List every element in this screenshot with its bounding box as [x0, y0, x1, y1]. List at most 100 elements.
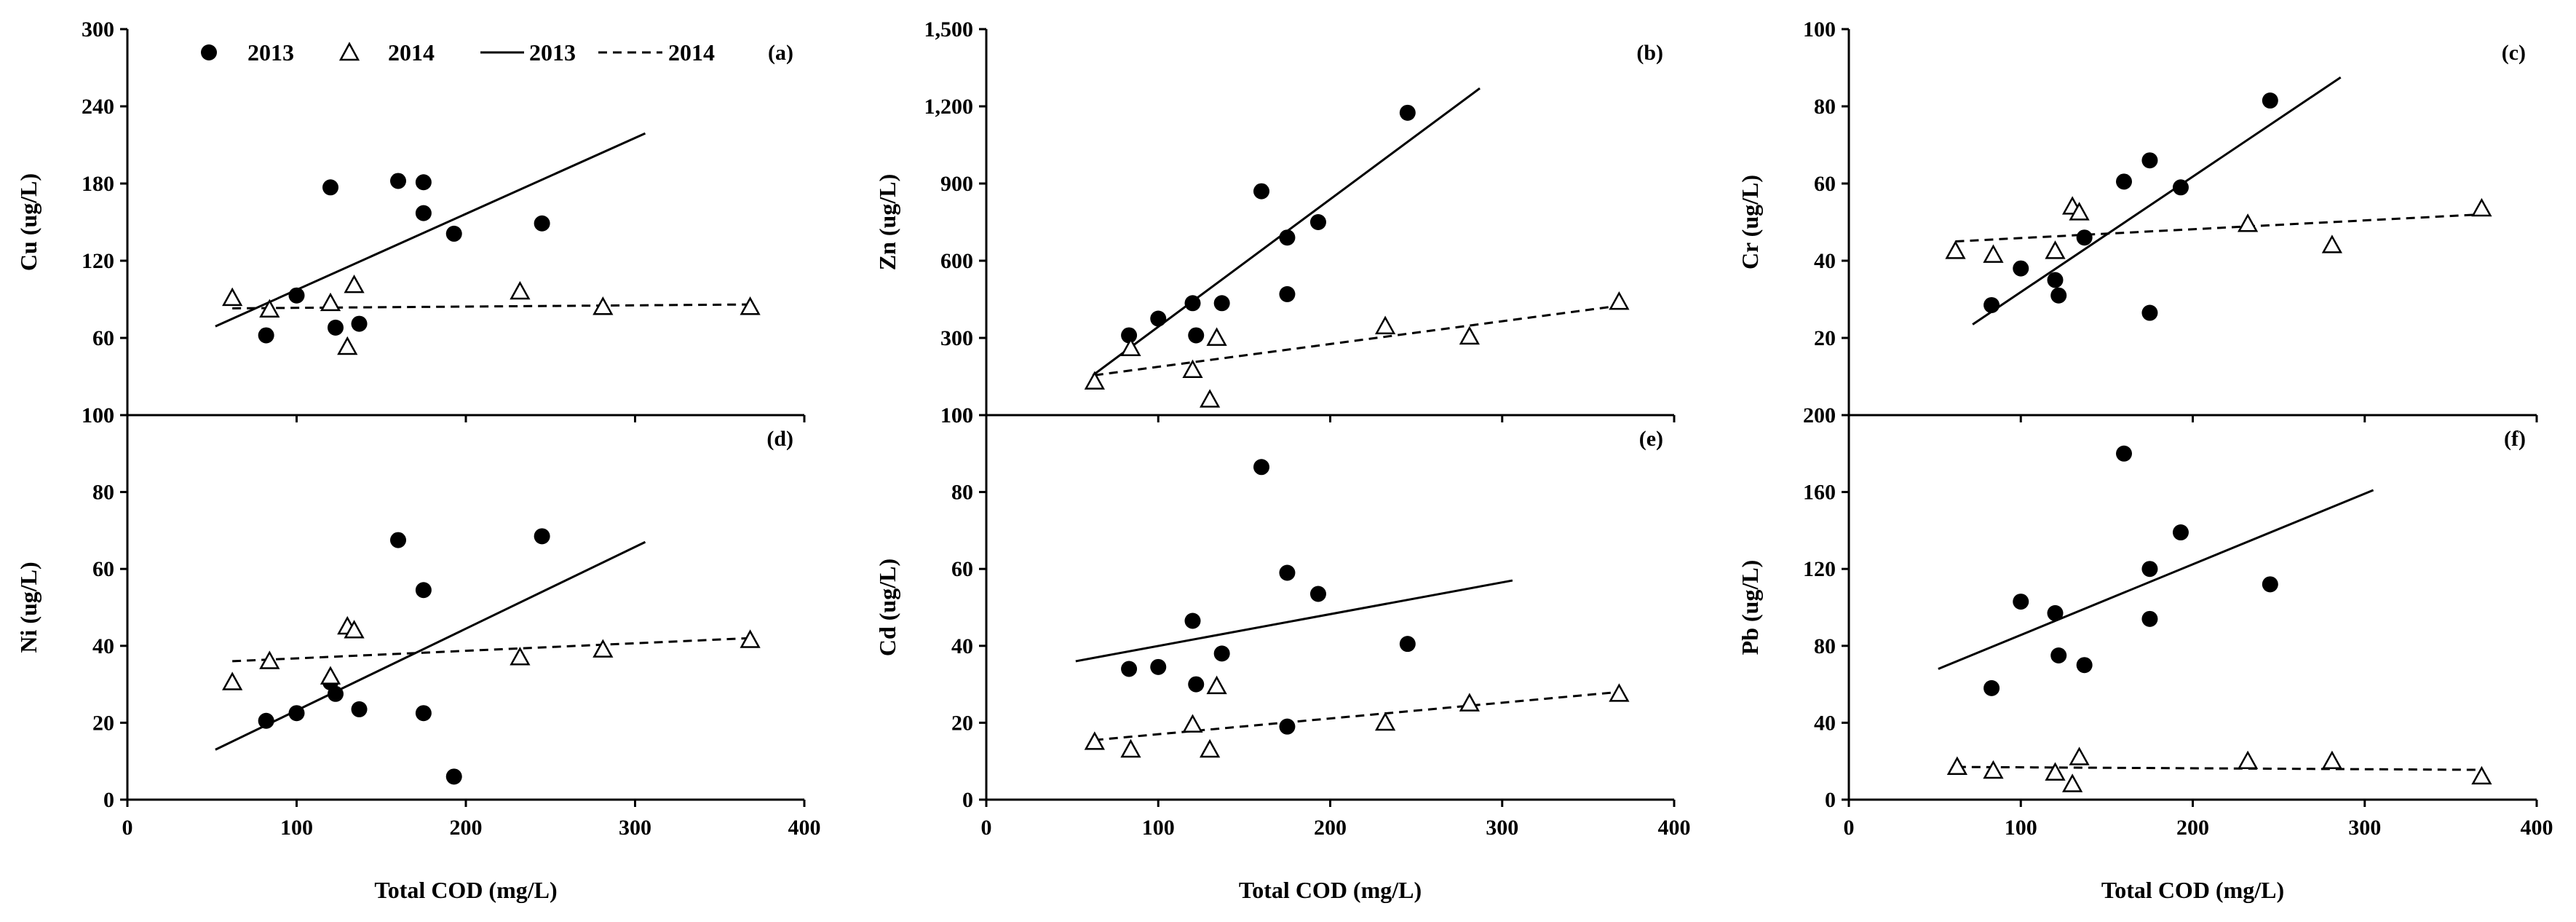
- point-2013: [1279, 564, 1296, 581]
- point-2014: [2321, 235, 2342, 253]
- y-tick-label: 40: [1814, 249, 1836, 273]
- point-2014: [1609, 683, 1630, 702]
- y-tick-label: 1,500: [924, 17, 974, 42]
- panel-tag: (c): [2502, 41, 2526, 65]
- y-tick-label: 1,200: [924, 95, 974, 119]
- point-2013: [2172, 524, 2189, 541]
- y-tick-label: 80: [92, 481, 114, 505]
- point-2014: [510, 280, 531, 300]
- point-2013: [1121, 327, 1138, 344]
- point-2013: [1279, 718, 1296, 735]
- point-2013: [351, 315, 368, 332]
- point-2013: [2047, 604, 2064, 621]
- y-tick-label: 100: [82, 403, 114, 427]
- point-2013: [2262, 576, 2278, 593]
- legend-marker-circle: [201, 44, 217, 60]
- point-2013: [1150, 310, 1167, 327]
- point-2014: [320, 292, 341, 312]
- y-axis-title: Pb (ug/L): [1737, 560, 1763, 655]
- y-tick-label: 60: [1814, 172, 1836, 196]
- point-2014: [1374, 712, 1396, 731]
- point-2014: [740, 296, 761, 315]
- point-2013: [288, 287, 305, 304]
- y-tick-label: 40: [1814, 711, 1836, 735]
- y-tick-label: 80: [951, 481, 973, 505]
- point-2014: [222, 287, 243, 307]
- point-2014: [593, 296, 614, 315]
- y-tick-label: 100: [940, 403, 973, 427]
- point-2014: [1945, 240, 1966, 259]
- trendline-2014: [1094, 690, 1620, 741]
- point-2014: [1200, 389, 1221, 408]
- point-2014: [1120, 738, 1141, 758]
- point-2014: [1182, 359, 1203, 379]
- point-2013: [1279, 285, 1296, 302]
- y-tick-label: 0: [1825, 403, 1836, 427]
- point-2013: [2076, 657, 2093, 674]
- point-2014: [2471, 197, 2492, 217]
- point-2013: [1188, 327, 1205, 344]
- point-2013: [2050, 647, 2067, 663]
- point-2013: [288, 705, 305, 722]
- x-tick-label: 300: [1486, 816, 1518, 840]
- x-tick-label: 100: [280, 816, 313, 840]
- y-tick-label: 0: [1825, 788, 1836, 812]
- y-tick-label: 0: [962, 788, 973, 812]
- point-2013: [2076, 229, 2093, 246]
- point-2013: [2116, 173, 2132, 190]
- y-tick-label: 40: [92, 634, 114, 658]
- y-tick-label: 100: [940, 403, 973, 427]
- y-tick-label: 600: [940, 249, 973, 273]
- y-tick-label: 20: [92, 711, 114, 735]
- y-tick-label: 100: [1803, 17, 1836, 42]
- point-2014: [1182, 714, 1203, 733]
- y-tick-label: 0: [103, 788, 114, 812]
- y-tick-label: 40: [951, 634, 973, 658]
- x-tick-label: 400: [1658, 816, 1691, 840]
- point-2014: [1459, 693, 1480, 712]
- point-2013: [351, 701, 368, 717]
- point-2013: [415, 205, 432, 221]
- legend-label: 2014: [388, 39, 435, 66]
- y-tick-label: 80: [1814, 95, 1836, 119]
- point-2014: [510, 647, 531, 666]
- x-tick-label: 300: [2348, 816, 2381, 840]
- y-tick-label: 20: [951, 711, 973, 735]
- point-2013: [2262, 92, 2278, 109]
- y-tick-label: 200: [1803, 403, 1836, 427]
- y-tick-label: 100: [82, 403, 114, 427]
- point-2013: [534, 528, 550, 545]
- point-2013: [415, 705, 432, 722]
- y-axis-title: Cr (ug/L): [1737, 175, 1763, 269]
- point-2014: [2045, 240, 2066, 259]
- legend-label: 2013: [529, 39, 576, 66]
- point-2014: [593, 639, 614, 658]
- trendline-2013: [1075, 579, 1513, 663]
- legend: 2013 2014 2013 2014: [201, 39, 715, 66]
- point-2013: [1279, 229, 1296, 246]
- point-2013: [1983, 679, 2000, 696]
- y-axis-title: Cu (ug/L): [15, 173, 41, 271]
- point-2013: [2116, 445, 2132, 462]
- point-2014: [259, 650, 280, 669]
- point-2014: [1983, 244, 2004, 263]
- trendline-2014: [232, 637, 750, 663]
- point-2013: [258, 327, 274, 344]
- point-2013: [1188, 676, 1205, 693]
- point-2014: [1206, 327, 1227, 346]
- point-2014: [1084, 371, 1105, 390]
- y-tick-label: 300: [82, 17, 114, 42]
- point-2013: [1399, 636, 1416, 653]
- point-2014: [1120, 337, 1141, 356]
- point-2014: [2237, 750, 2259, 770]
- point-2013: [2141, 561, 2158, 578]
- y-axis-title: Zn (ug/L): [874, 174, 900, 270]
- point-2013: [2013, 260, 2029, 277]
- legend-label: 2014: [668, 39, 715, 66]
- point-2013: [258, 712, 274, 729]
- panel-tag: (a): [768, 41, 793, 65]
- point-2013: [2141, 610, 2158, 627]
- point-2013: [2172, 179, 2189, 196]
- trendline-2013: [215, 132, 646, 328]
- point-2013: [1184, 612, 1201, 629]
